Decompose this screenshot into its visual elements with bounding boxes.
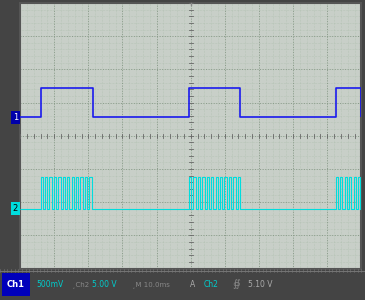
Text: A: A <box>190 280 195 289</box>
Text: 5.10 V: 5.10 V <box>248 280 273 289</box>
Text: 1: 1 <box>13 113 18 122</box>
Text: ¸Ch2: ¸Ch2 <box>72 281 89 288</box>
Text: U: U <box>0 299 1 300</box>
Text: Ch2: Ch2 <box>204 280 219 289</box>
Bar <box>2 273 30 296</box>
Text: 500mV: 500mV <box>36 280 63 289</box>
Text: 5.00 V: 5.00 V <box>92 280 117 289</box>
Text: Ch1: Ch1 <box>7 280 25 289</box>
Text: ¸M 10.0ms: ¸M 10.0ms <box>132 281 170 288</box>
Text: ∯: ∯ <box>232 279 240 289</box>
Text: 2: 2 <box>13 204 18 213</box>
